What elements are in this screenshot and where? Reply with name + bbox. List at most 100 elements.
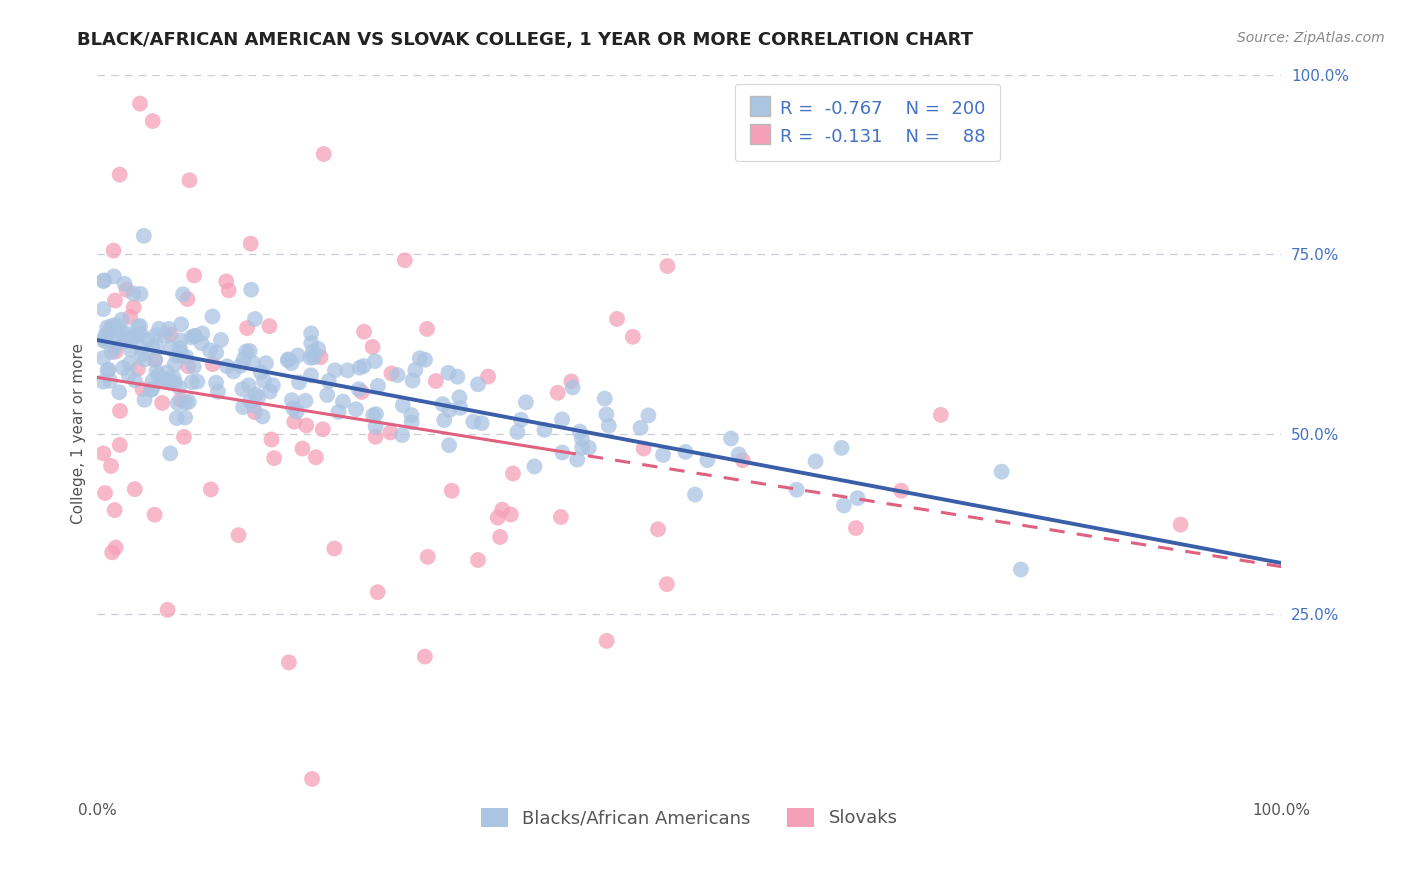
- Point: [491, 502, 513, 516]
- Point: [502, 467, 524, 481]
- Point: [239, 344, 262, 359]
- Point: [551, 412, 574, 426]
- Point: [186, 375, 208, 389]
- Point: [205, 345, 228, 359]
- Point: [299, 326, 322, 341]
- Point: [103, 269, 125, 284]
- Point: [404, 363, 426, 377]
- Point: [312, 422, 335, 436]
- Point: [281, 393, 304, 408]
- Point: [134, 392, 156, 407]
- Point: [101, 545, 124, 559]
- Point: [301, 772, 323, 786]
- Point: [131, 340, 153, 354]
- Point: [131, 348, 153, 362]
- Point: [150, 374, 173, 388]
- Point: [318, 374, 340, 388]
- Point: [890, 483, 912, 498]
- Point: [191, 326, 214, 341]
- Legend: Blacks/African Americans, Slovaks: Blacks/African Americans, Slovaks: [474, 801, 904, 835]
- Point: [143, 352, 166, 367]
- Y-axis label: College, 1 year or more: College, 1 year or more: [72, 343, 86, 524]
- Point: [831, 441, 853, 455]
- Point: [108, 404, 131, 418]
- Point: [177, 395, 200, 409]
- Point: [103, 341, 125, 355]
- Point: [804, 454, 827, 468]
- Point: [243, 312, 266, 326]
- Point: [593, 392, 616, 406]
- Point: [392, 398, 415, 412]
- Point: [98, 374, 121, 388]
- Point: [353, 359, 375, 373]
- Point: [288, 376, 311, 390]
- Point: [437, 438, 460, 452]
- Point: [283, 401, 305, 416]
- Point: [107, 319, 129, 334]
- Point: [332, 394, 354, 409]
- Point: [94, 486, 117, 500]
- Point: [143, 508, 166, 522]
- Point: [94, 328, 117, 343]
- Point: [163, 358, 186, 372]
- Point: [218, 284, 240, 298]
- Point: [200, 483, 222, 497]
- Point: [91, 375, 114, 389]
- Point: [832, 499, 855, 513]
- Point: [183, 359, 205, 374]
- Point: [232, 352, 254, 367]
- Point: [122, 300, 145, 314]
- Point: [183, 329, 205, 343]
- Point: [253, 374, 276, 388]
- Point: [380, 425, 402, 440]
- Point: [568, 425, 591, 439]
- Point: [239, 394, 262, 409]
- Point: [170, 392, 193, 407]
- Point: [437, 366, 460, 380]
- Point: [149, 372, 172, 386]
- Point: [163, 376, 186, 390]
- Point: [174, 410, 197, 425]
- Point: [305, 450, 328, 465]
- Point: [449, 390, 471, 404]
- Point: [312, 147, 335, 161]
- Point: [157, 322, 180, 336]
- Point: [242, 356, 264, 370]
- Point: [344, 402, 367, 417]
- Point: [100, 319, 122, 334]
- Point: [222, 364, 245, 378]
- Point: [260, 433, 283, 447]
- Point: [328, 405, 350, 419]
- Point: [104, 344, 127, 359]
- Point: [467, 377, 489, 392]
- Point: [239, 236, 262, 251]
- Point: [291, 442, 314, 456]
- Point: [120, 343, 142, 357]
- Point: [727, 447, 749, 461]
- Point: [170, 345, 193, 359]
- Point: [111, 326, 134, 341]
- Point: [364, 407, 387, 421]
- Point: [104, 503, 127, 517]
- Point: [93, 273, 115, 287]
- Point: [124, 373, 146, 387]
- Point: [550, 510, 572, 524]
- Point: [561, 380, 583, 394]
- Point: [166, 411, 188, 425]
- Point: [364, 419, 387, 434]
- Point: [683, 487, 706, 501]
- Point: [174, 395, 197, 409]
- Point: [159, 374, 181, 388]
- Point: [394, 253, 416, 268]
- Point: [166, 349, 188, 363]
- Point: [129, 96, 152, 111]
- Point: [655, 577, 678, 591]
- Point: [499, 508, 522, 522]
- Point: [120, 310, 142, 324]
- Point: [380, 367, 402, 381]
- Point: [238, 378, 260, 392]
- Point: [114, 334, 136, 349]
- Text: BLACK/AFRICAN AMERICAN VS SLOVAK COLLEGE, 1 YEAR OR MORE CORRELATION CHART: BLACK/AFRICAN AMERICAN VS SLOVAK COLLEGE…: [77, 31, 973, 49]
- Point: [416, 549, 439, 564]
- Point: [280, 356, 302, 370]
